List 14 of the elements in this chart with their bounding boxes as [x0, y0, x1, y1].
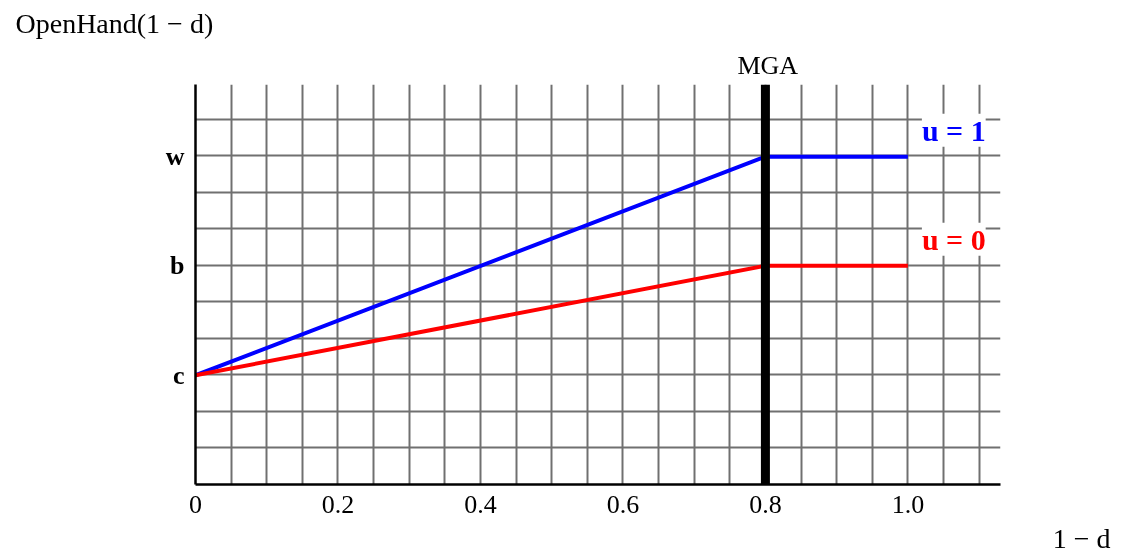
- x-tick-label: 1.0: [891, 489, 925, 519]
- x-axis-title: 1 − d: [1052, 522, 1111, 554]
- text: w: [165, 142, 185, 172]
- series-label: u = 0: [921, 222, 986, 256]
- x-tick-label: 0: [189, 489, 202, 519]
- x-tick-label: 0.2: [321, 489, 355, 519]
- series-label: u = 1: [921, 113, 986, 147]
- text: b: [170, 251, 185, 281]
- text: c: [172, 360, 185, 390]
- x-tick-label: 0.4: [464, 489, 497, 519]
- x-tick-label: 0.6: [606, 489, 640, 519]
- y-axis-title: OpenHand(1 − d): [15, 7, 214, 39]
- x-tick-label: 0.8: [749, 489, 782, 519]
- ref-line-label: MGA: [737, 50, 799, 80]
